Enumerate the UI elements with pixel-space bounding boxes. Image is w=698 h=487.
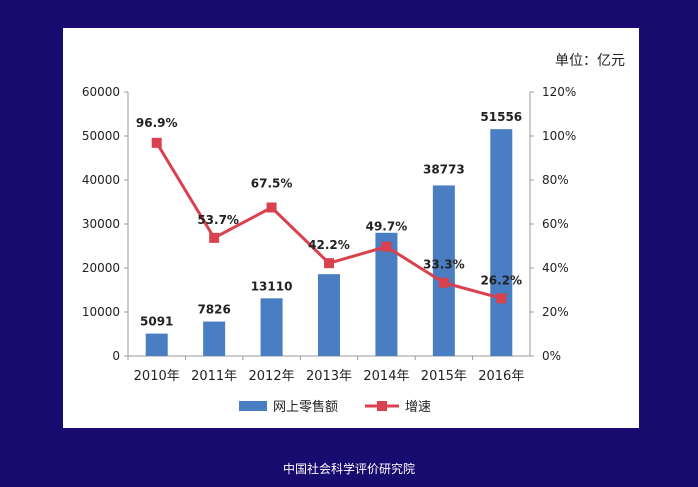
- bar-2: [203, 321, 226, 356]
- bar-4: [318, 274, 340, 356]
- legend-label-bar: 网上零售额: [273, 399, 338, 415]
- x-tick-label: 2014年: [363, 369, 409, 384]
- bar-data-label: 5091: [140, 315, 173, 329]
- right-tick-label: 100%: [542, 129, 576, 143]
- bar-3: [260, 298, 283, 356]
- bar-data-label: 38773: [423, 162, 465, 176]
- left-tick-label: 0: [112, 349, 120, 363]
- right-tick-label: 120%: [542, 85, 576, 99]
- growth-point-7: [496, 293, 507, 304]
- bar-data-label: 51556: [480, 110, 522, 124]
- x-tick-label: 2010年: [134, 369, 180, 384]
- left-tick-label: 50000: [82, 129, 120, 143]
- right-tick-label: 80%: [542, 173, 569, 187]
- growth-data-label: 49.7%: [366, 220, 408, 234]
- x-tick-label: 2016年: [478, 369, 524, 384]
- left-tick-label: 40000: [82, 173, 120, 187]
- bar-5: [375, 232, 398, 356]
- left-tick-label: 60000: [82, 85, 120, 99]
- growth-point-2: [209, 232, 220, 243]
- bar-7: [490, 129, 513, 356]
- unit-note: 单位：亿元: [555, 53, 625, 69]
- growth-point-1: [151, 137, 162, 148]
- growth-point-4: [324, 258, 334, 269]
- x-tick-label: 2012年: [249, 369, 295, 384]
- growth-data-label: 67.5%: [251, 177, 293, 191]
- legend-swatch-marker: [377, 401, 387, 411]
- growth-data-label: 96.9%: [136, 116, 178, 130]
- right-tick-label: 20%: [542, 305, 569, 319]
- left-tick-label: 20000: [82, 261, 120, 275]
- legend-swatch-bar: [239, 401, 267, 411]
- x-tick-label: 2011年: [191, 369, 237, 384]
- growth-data-label: 33.3%: [423, 258, 465, 272]
- x-tick-label: 2013年: [306, 369, 352, 384]
- growth-point-3: [266, 202, 277, 213]
- bar-data-label: 13110: [251, 279, 293, 293]
- combo-chart: 0 10000 20000 30000 40000 50000 60000 0% 20% 40% 6…: [82, 85, 577, 415]
- bar-6: [432, 185, 455, 356]
- bar-data-label: 7826: [197, 303, 230, 317]
- chart-panel: 单位：亿元 0 10000 20000 30000 40000 50000 60000 0% 2…: [63, 28, 639, 428]
- x-tick-label: 2015年: [421, 369, 467, 384]
- bar-1: [145, 333, 168, 356]
- growth-data-label: 53.7%: [197, 213, 239, 227]
- right-tick-label: 0%: [542, 349, 561, 363]
- legend-label-line: 增速: [405, 400, 431, 415]
- right-tick-label: 60%: [542, 217, 569, 231]
- growth-data-label: 42.2%: [308, 238, 350, 252]
- left-tick-label: 30000: [82, 217, 120, 231]
- growth-data-label: 26.2%: [480, 273, 522, 287]
- growth-point-6: [438, 277, 449, 288]
- growth-point-5: [381, 241, 392, 252]
- right-tick-label: 40%: [542, 261, 569, 275]
- footer-source: 中国社会科学评价研究院: [282, 462, 415, 476]
- left-tick-label: 10000: [82, 305, 120, 319]
